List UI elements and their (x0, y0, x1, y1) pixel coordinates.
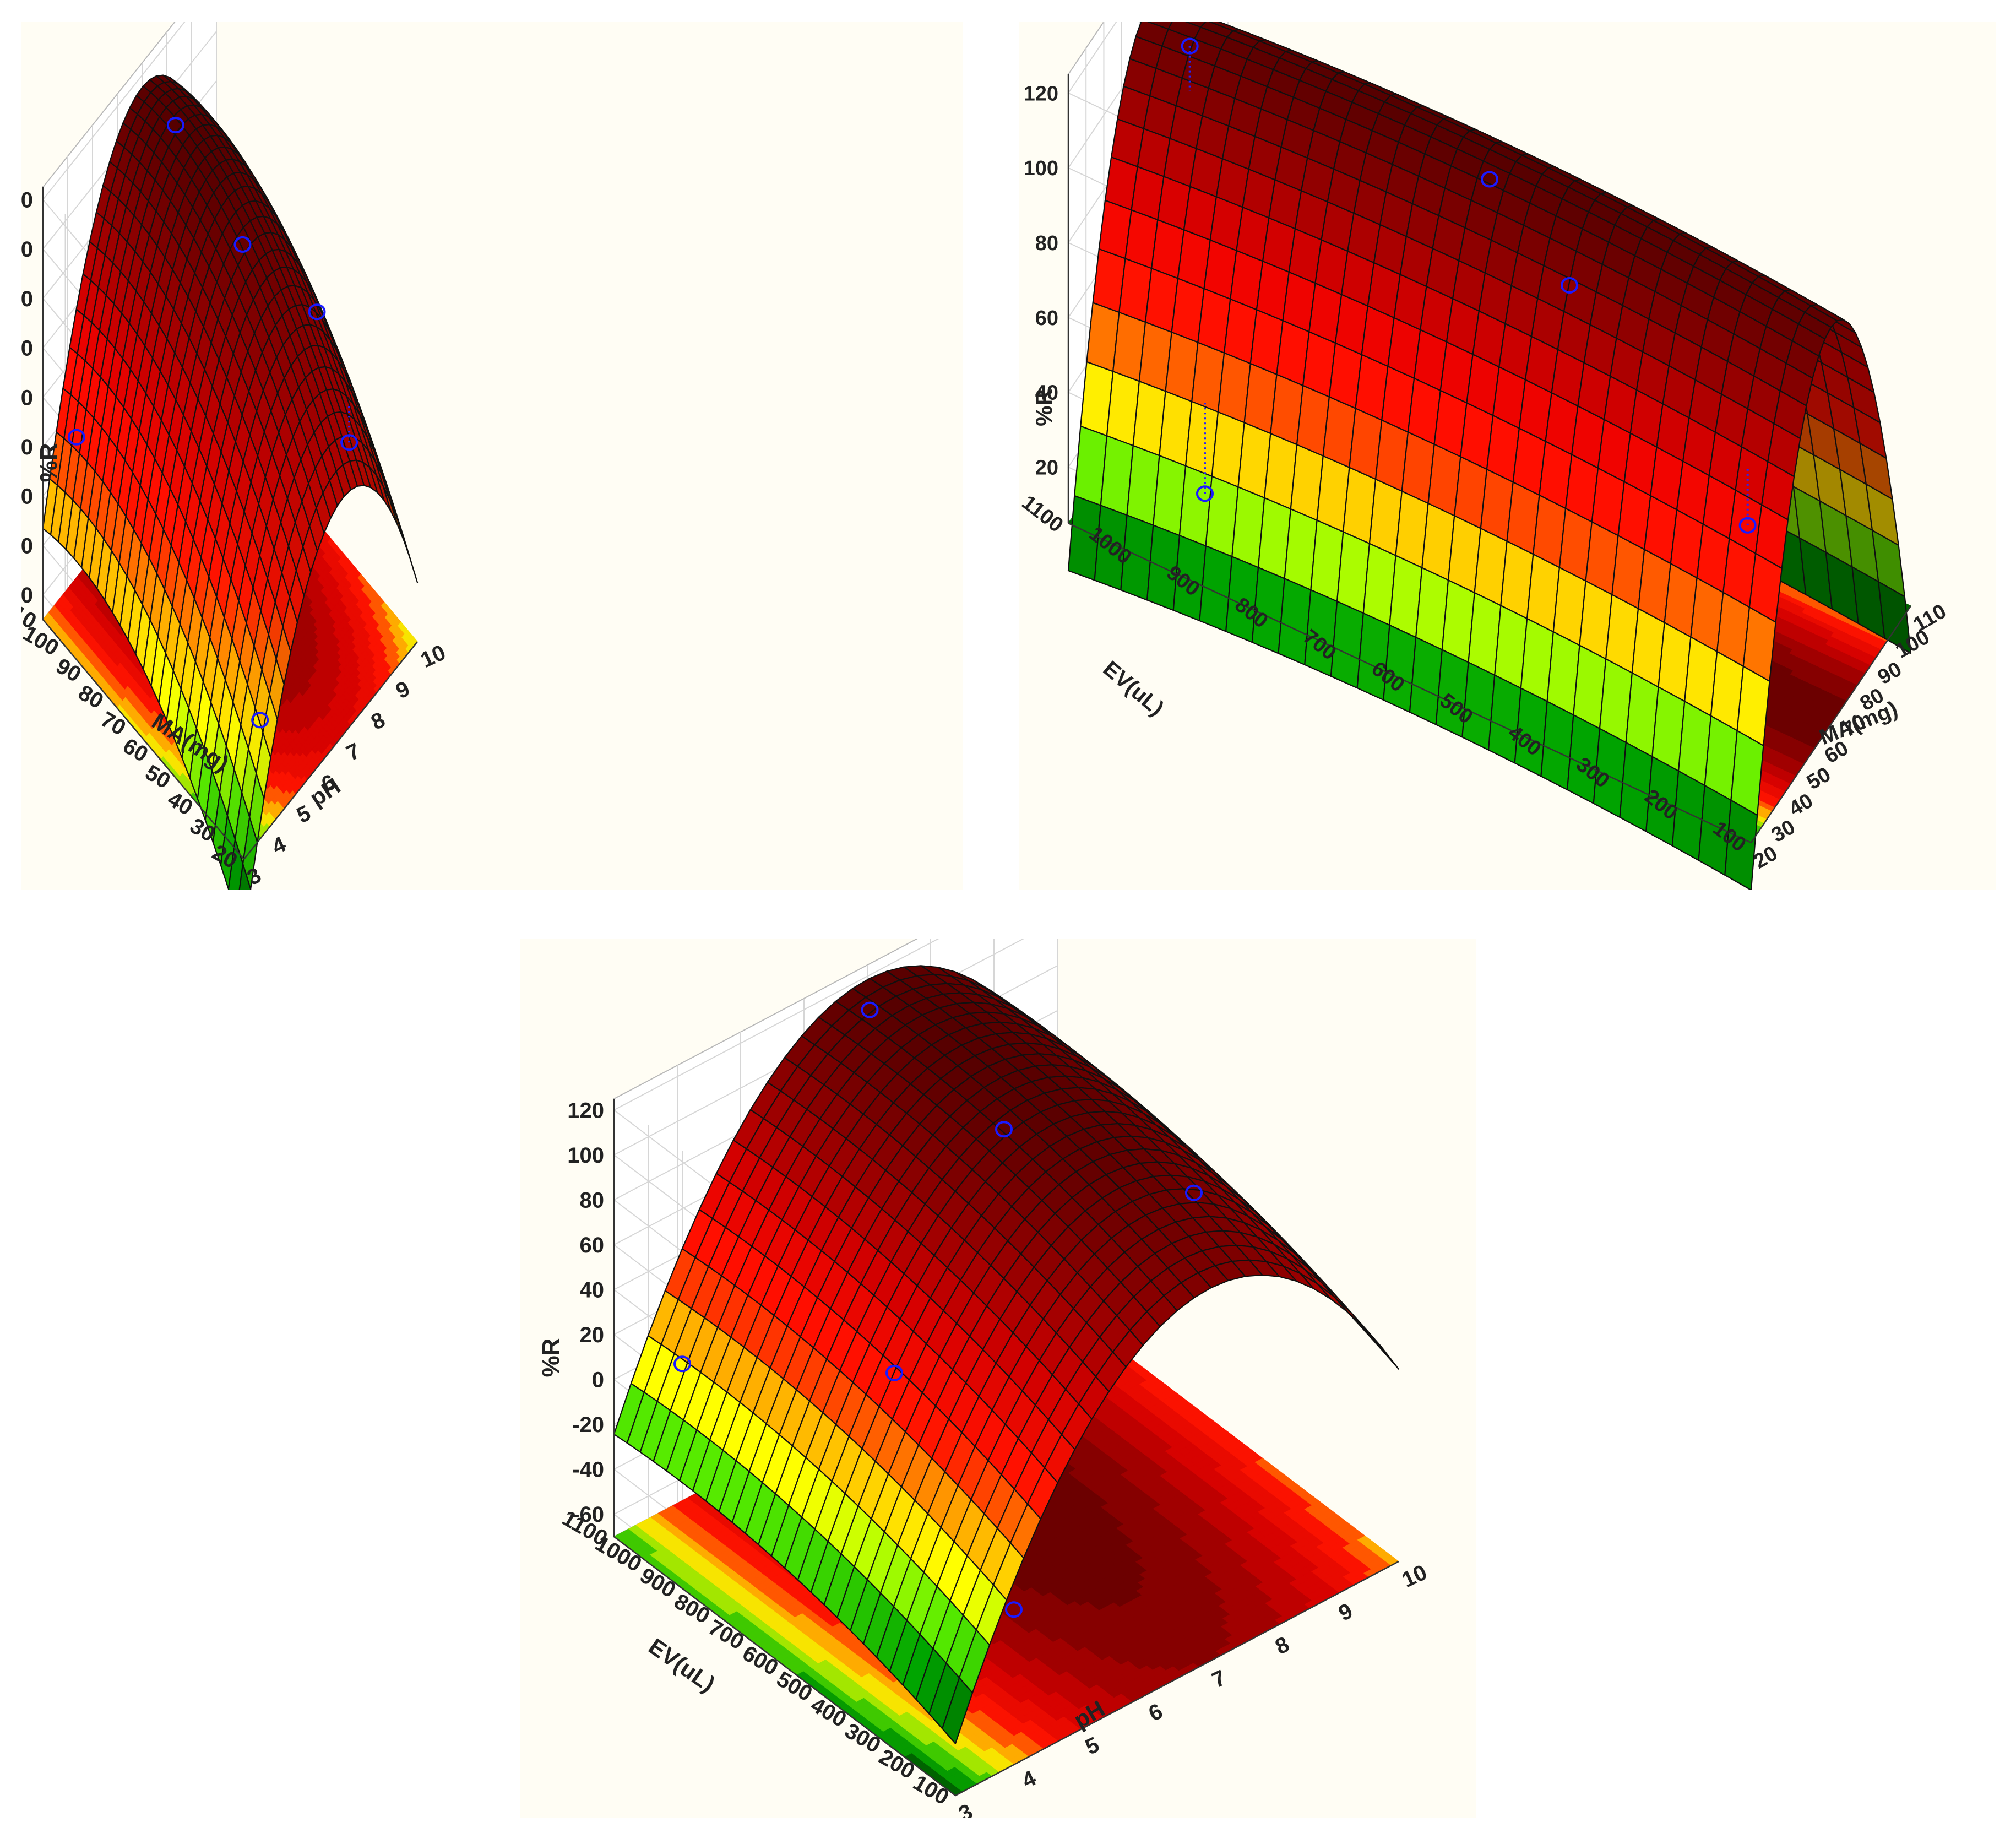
z-tick-label: 100 (21, 237, 33, 262)
x-tick-label: 7 (343, 739, 364, 766)
axis-edges (42, 187, 418, 860)
z-tick-label: 0 (21, 485, 33, 509)
data-point (67, 429, 85, 446)
x-tick-label: 4 (268, 832, 290, 859)
z-tick-label: -20 (21, 534, 33, 558)
surface-plot-ph-ma-svg: -40-200204060801001202030405060708090100… (21, 22, 449, 890)
x-axis-label: pH (305, 773, 345, 811)
z-axis-label: %R (35, 443, 62, 482)
x-tick-label: 9 (392, 676, 414, 703)
z-tick-label: 120 (21, 188, 33, 212)
z-tick-label: 40 (21, 386, 33, 410)
z-tick-label: 60 (21, 337, 33, 361)
x-tick-label: 8 (367, 708, 389, 735)
axis-edge (243, 641, 418, 860)
data-point (166, 117, 184, 134)
surface-plot-ma-ev: 20 40 60 80 100 120 100 200 300 400 500 600 700 800 90… (1019, 22, 1996, 890)
data-point (233, 236, 252, 253)
observed-points (67, 117, 358, 729)
axis-edge (42, 619, 244, 860)
z-tick-label: 20 (21, 435, 33, 459)
response-surface (42, 74, 419, 890)
data-point (308, 303, 326, 321)
data-point (340, 434, 358, 451)
data-point (251, 712, 269, 729)
z-tick-label: 80 (21, 287, 33, 311)
x-tick-label: 5 (293, 801, 314, 828)
x-tick-label: 10 (417, 640, 449, 673)
surface-plot-ma-ev-svg: 2040608010012010020030040050060070080090… (1019, 22, 1950, 890)
surface-cell (238, 863, 252, 890)
surface-plot-ph-ma: -40-200204060801001202030405060708090100… (21, 22, 963, 890)
z-tick-label: -40 (21, 583, 33, 608)
